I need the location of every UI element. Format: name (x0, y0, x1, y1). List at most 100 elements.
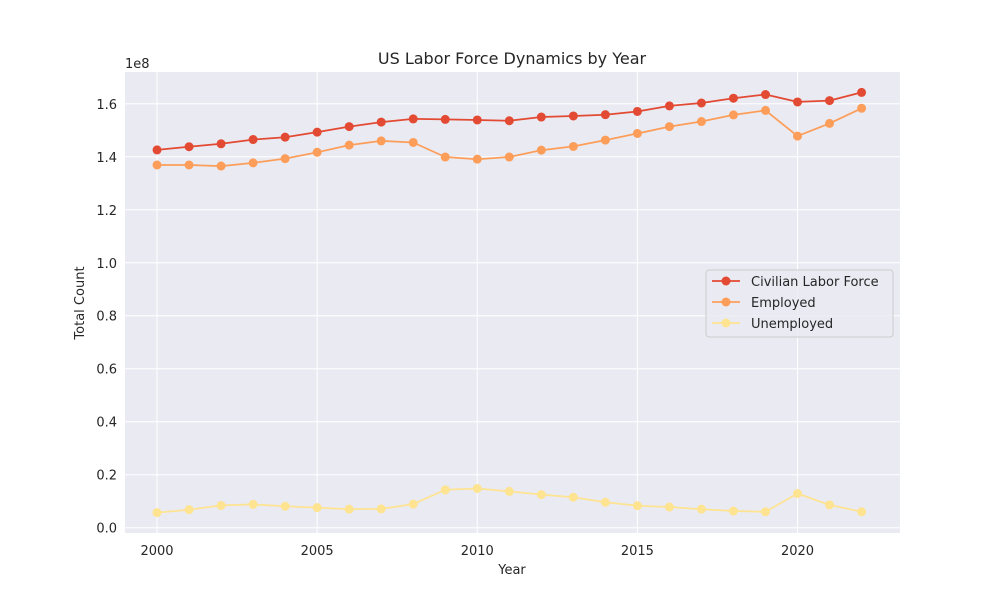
data-point (472, 115, 482, 125)
data-point (152, 145, 162, 155)
y-axis-label: Total Count (73, 266, 88, 340)
data-point (440, 114, 450, 124)
data-point (728, 93, 738, 103)
data-point (472, 154, 482, 164)
data-point (857, 103, 867, 113)
data-point (408, 499, 418, 509)
legend-marker (721, 297, 731, 307)
data-point (472, 483, 482, 493)
data-point (536, 145, 546, 155)
y-tick-label: 0.0 (96, 522, 117, 537)
data-point (664, 122, 674, 132)
data-point (728, 506, 738, 516)
y-tick-labels: 0.0 0.2 0.4 0.6 0.8 1.0 1.2 1.4 1.6 (96, 98, 117, 537)
x-tick-label: 2020 (781, 544, 814, 559)
data-point (184, 142, 194, 152)
data-point (504, 116, 514, 126)
data-point (793, 131, 803, 141)
data-point (216, 161, 226, 171)
data-point (344, 122, 354, 132)
x-tick-label: 2010 (461, 544, 494, 559)
y-tick-label: 1.4 (96, 151, 117, 166)
data-point (664, 502, 674, 512)
data-point (857, 87, 867, 97)
legend-label: Unemployed (751, 317, 833, 332)
legend-marker (721, 276, 731, 286)
legend: Civilian Labor Force Employed Unemployed (705, 269, 894, 338)
data-point (825, 118, 835, 128)
data-point (504, 152, 514, 162)
data-point (696, 98, 706, 108)
y-tick-label: 1.6 (96, 98, 117, 113)
data-point (344, 140, 354, 150)
data-point (216, 139, 226, 149)
chart-title: US Labor Force Dynamics by Year (378, 49, 647, 68)
data-point (152, 160, 162, 170)
x-tick-label: 2015 (621, 544, 654, 559)
y-tick-label: 0.4 (96, 416, 117, 431)
data-point (825, 96, 835, 106)
x-axis-label: Year (497, 563, 526, 578)
legend-box (705, 269, 894, 338)
data-point (568, 111, 578, 121)
data-point (696, 117, 706, 127)
data-point (793, 489, 803, 499)
data-point (280, 501, 290, 511)
legend-marker (721, 318, 731, 328)
data-point (312, 147, 322, 157)
data-point (216, 500, 226, 510)
data-point (248, 135, 258, 145)
series-civilian-labor-force (152, 87, 867, 155)
legend-label: Civilian Labor Force (751, 275, 879, 290)
data-point (632, 106, 642, 116)
data-point (568, 492, 578, 502)
data-point (664, 101, 674, 111)
series-unemployed (152, 483, 867, 518)
x-tick-labels: 2000 2005 2010 2015 2020 (140, 544, 814, 559)
data-point (184, 160, 194, 170)
y-tick-label: 0.2 (96, 469, 117, 484)
data-point (632, 128, 642, 138)
series-layer (152, 87, 867, 518)
data-point (600, 110, 610, 120)
y-tick-label: 0.6 (96, 363, 117, 378)
data-point (760, 105, 770, 115)
data-point (504, 486, 514, 496)
data-point (760, 507, 770, 517)
data-point (600, 135, 610, 145)
y-tick-label: 1.2 (96, 204, 117, 219)
data-point (376, 136, 386, 146)
data-point (600, 497, 610, 507)
series-employed (152, 103, 867, 171)
data-point (280, 132, 290, 142)
data-point (376, 117, 386, 127)
data-point (184, 505, 194, 515)
data-point (857, 507, 867, 517)
data-point (793, 97, 803, 107)
legend-label: Employed (751, 296, 816, 311)
data-point (632, 501, 642, 511)
data-point (536, 490, 546, 500)
data-point (728, 110, 738, 120)
x-tick-label: 2005 (301, 544, 334, 559)
y-tick-label: 0.8 (96, 310, 117, 325)
data-point (536, 112, 546, 122)
data-point (344, 504, 354, 514)
y-offset-label: 1e8 (125, 57, 150, 72)
data-point (696, 504, 706, 514)
data-point (760, 90, 770, 100)
data-point (280, 154, 290, 164)
data-point (248, 158, 258, 168)
data-point (440, 485, 450, 495)
data-point (440, 152, 450, 162)
data-point (376, 504, 386, 514)
data-point (312, 127, 322, 137)
data-point (568, 141, 578, 151)
data-point (825, 500, 835, 510)
x-tick-label: 2000 (140, 544, 173, 559)
data-point (152, 508, 162, 518)
data-point (408, 114, 418, 124)
data-point (248, 499, 258, 509)
